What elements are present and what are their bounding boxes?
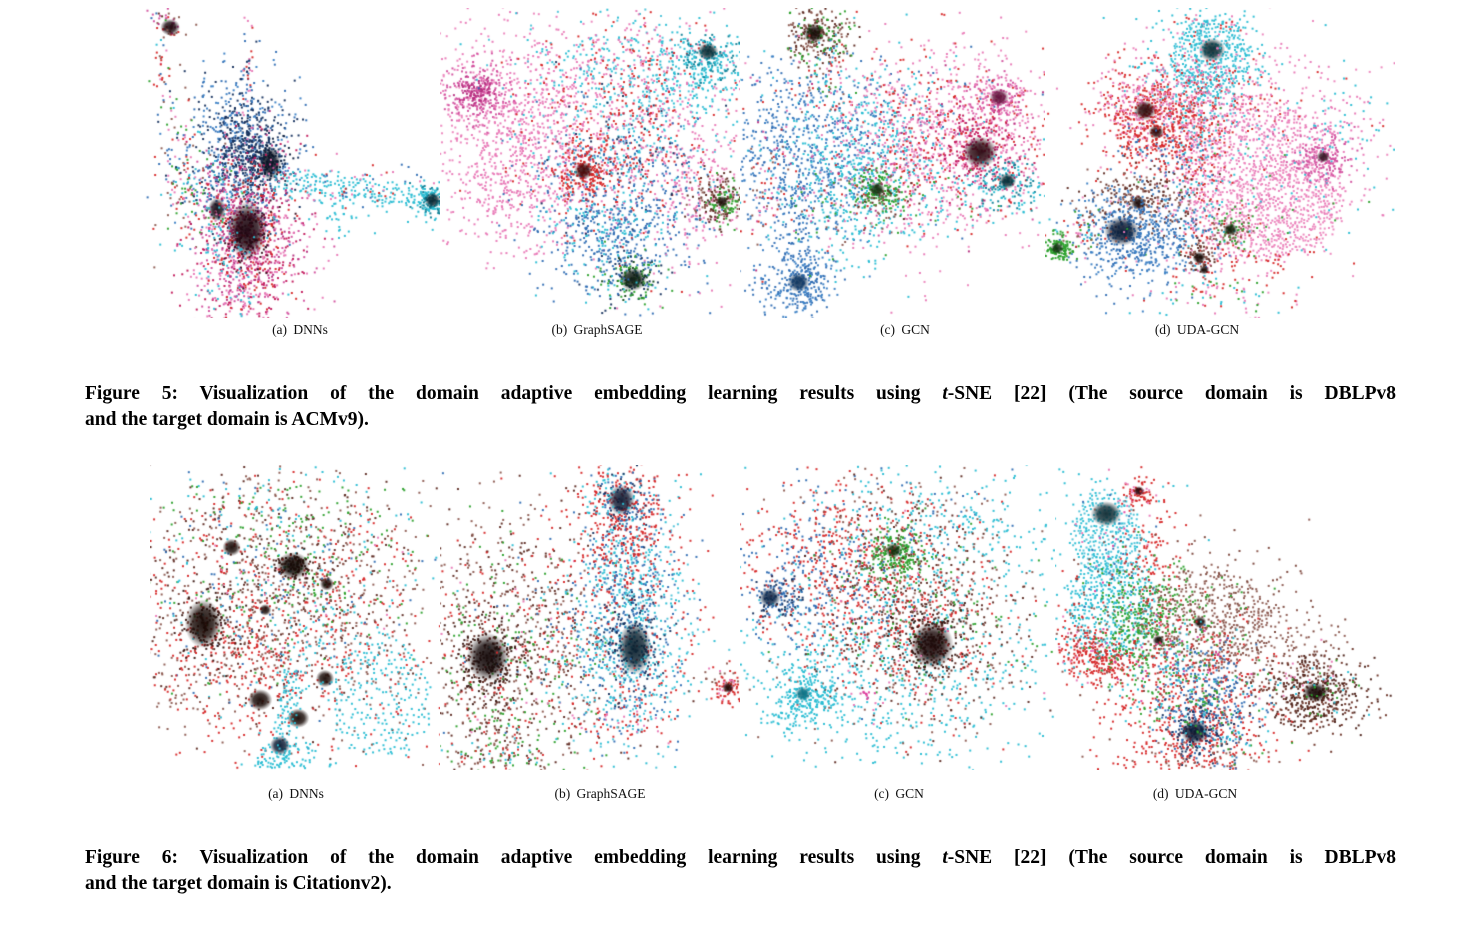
caption-italic-t: t bbox=[942, 383, 948, 404]
caption-italic-t: t bbox=[942, 847, 948, 868]
fig6-panel-d-scatter bbox=[1055, 465, 1400, 770]
fig6-panel-b-label: (b) GraphSAGE bbox=[554, 786, 646, 801]
fig5-panel-c-label: (c) GCN bbox=[880, 322, 930, 337]
figure-5-caption-line2: and the target domain is ACMv9). bbox=[85, 409, 369, 430]
fig5-panel-c-scatter bbox=[740, 8, 1080, 318]
caption-text: -SNE [22] (The source domain is DBLPv8 bbox=[947, 847, 1396, 868]
figure-6-caption-line2: and the target domain is Citationv2). bbox=[85, 873, 392, 894]
fig5-panel-d-label: (d) UDA-GCN bbox=[1154, 322, 1240, 337]
fig6-panel-c-label: (c) GCN bbox=[874, 786, 924, 801]
fig6-panel-c-scatter bbox=[740, 465, 1080, 770]
caption-text: Figure 6: Visualization of the domain ad… bbox=[85, 847, 943, 868]
fig6-panel-b-scatter bbox=[440, 465, 770, 770]
fig6-panel-d-label: (d) UDA-GCN bbox=[1152, 786, 1238, 801]
figure-5-caption: Figure 5: Visualization of the domain ad… bbox=[85, 381, 1396, 433]
fig5-panel-d-scatter bbox=[1045, 8, 1395, 318]
fig5-panel-a-scatter bbox=[145, 8, 455, 318]
caption-text: Figure 5: Visualization of the domain ad… bbox=[85, 383, 943, 404]
figure-6-caption-line1: Figure 6: Visualization of the domain ad… bbox=[85, 845, 1396, 871]
fig5-panel-b-scatter bbox=[440, 8, 770, 318]
fig6-panel-a-scatter bbox=[150, 465, 470, 770]
fig6-panel-a-label: (a) DNNs bbox=[268, 786, 324, 801]
figure-5-caption-line1: Figure 5: Visualization of the domain ad… bbox=[85, 381, 1396, 407]
caption-text: -SNE [22] (The source domain is DBLPv8 bbox=[947, 383, 1396, 404]
fig5-panel-b-label: (b) GraphSAGE bbox=[551, 322, 643, 337]
figure-6-caption: Figure 6: Visualization of the domain ad… bbox=[85, 845, 1396, 897]
fig5-panel-a-label: (a) DNNs bbox=[272, 322, 328, 337]
